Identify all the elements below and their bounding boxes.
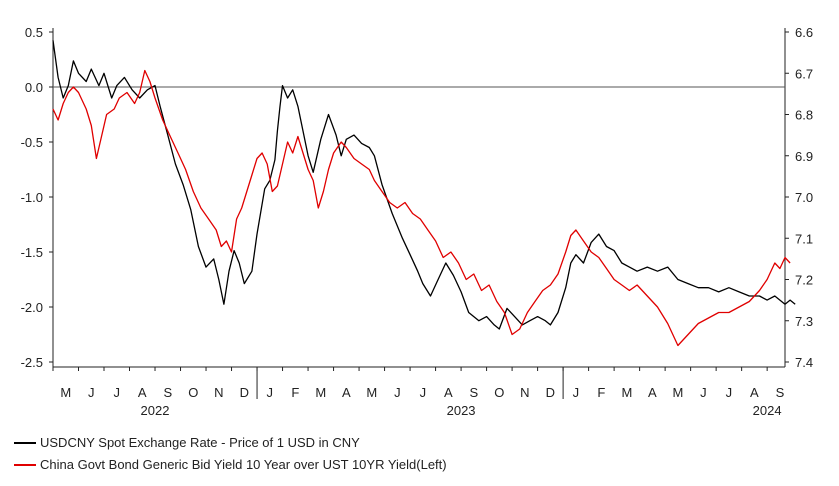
month-tick-label: M xyxy=(621,385,632,400)
legend: USDCNY Spot Exchange Rate - Price of 1 U… xyxy=(14,432,447,476)
month-tick-label: D xyxy=(546,385,555,400)
month-tick-label: A xyxy=(648,385,657,400)
year-label: 2022 xyxy=(141,403,170,418)
legend-item-yield-spread: China Govt Bond Generic Bid Yield 10 Yea… xyxy=(14,454,447,476)
axes xyxy=(49,28,789,399)
left-tick-label: -1.0 xyxy=(21,190,43,205)
month-tick-label: J xyxy=(88,385,95,400)
month-tick-label: S xyxy=(163,385,172,400)
month-tick-label: J xyxy=(114,385,121,400)
month-tick-label: J xyxy=(267,385,274,400)
month-tick-label: J xyxy=(726,385,733,400)
right-tick-label: 6.9 xyxy=(795,149,813,164)
month-tick-label: A xyxy=(138,385,147,400)
month-tick-label: J xyxy=(700,385,707,400)
left-tick-label: 0.0 xyxy=(25,80,43,95)
month-tick-label: M xyxy=(366,385,377,400)
month-tick-label: O xyxy=(188,385,198,400)
month-tick-label: A xyxy=(444,385,453,400)
left-tick-label: -2.5 xyxy=(21,355,43,370)
right-tick-label: 7.4 xyxy=(795,355,813,370)
month-tick-label: S xyxy=(470,385,479,400)
month-tick-label: F xyxy=(597,385,605,400)
series-line-yield-spread xyxy=(52,69,791,347)
month-tick-label: S xyxy=(776,385,785,400)
month-tick-label: J xyxy=(394,385,401,400)
month-tick-label: N xyxy=(214,385,223,400)
legend-label-usdcny: USDCNY Spot Exchange Rate - Price of 1 U… xyxy=(40,435,360,450)
month-tick-label: M xyxy=(672,385,683,400)
month-tick-label: J xyxy=(420,385,427,400)
left-tick-label: -2.0 xyxy=(21,300,43,315)
right-tick-label: 7.2 xyxy=(795,273,813,288)
month-tick-label: F xyxy=(291,385,299,400)
month-tick-label: A xyxy=(750,385,759,400)
month-tick-label: A xyxy=(342,385,351,400)
month-tick-label: M xyxy=(315,385,326,400)
month-tick-label: M xyxy=(60,385,71,400)
series-layer xyxy=(52,40,796,347)
right-tick-label: 7.3 xyxy=(795,314,813,329)
left-tick-label: -0.5 xyxy=(21,135,43,150)
legend-swatch-red xyxy=(14,464,36,466)
month-tick-label: D xyxy=(240,385,249,400)
legend-label-yield-spread: China Govt Bond Generic Bid Yield 10 Yea… xyxy=(40,457,447,472)
month-tick-label: N xyxy=(520,385,529,400)
right-tick-label: 6.7 xyxy=(795,66,813,81)
year-label: 2023 xyxy=(447,403,476,418)
left-tick-label: -1.5 xyxy=(21,245,43,260)
right-tick-label: 7.1 xyxy=(795,231,813,246)
year-label: 2024 xyxy=(753,403,782,418)
legend-item-usdcny: USDCNY Spot Exchange Rate - Price of 1 U… xyxy=(14,432,447,454)
month-tick-label: J xyxy=(573,385,580,400)
legend-swatch-black xyxy=(14,442,36,444)
month-tick-label: O xyxy=(494,385,504,400)
right-tick-label: 6.8 xyxy=(795,108,813,123)
labels-layer: 0.5 0.0 -0.5 -1.0 -1.5 -2.0 -2.5 6.6 6.7 6.8 6.9 7.… xyxy=(21,25,813,418)
right-tick-label: 7.0 xyxy=(795,190,813,205)
left-tick-label: 0.5 xyxy=(25,25,43,40)
series-line-usdcny xyxy=(52,40,796,330)
right-tick-label: 6.6 xyxy=(795,25,813,40)
